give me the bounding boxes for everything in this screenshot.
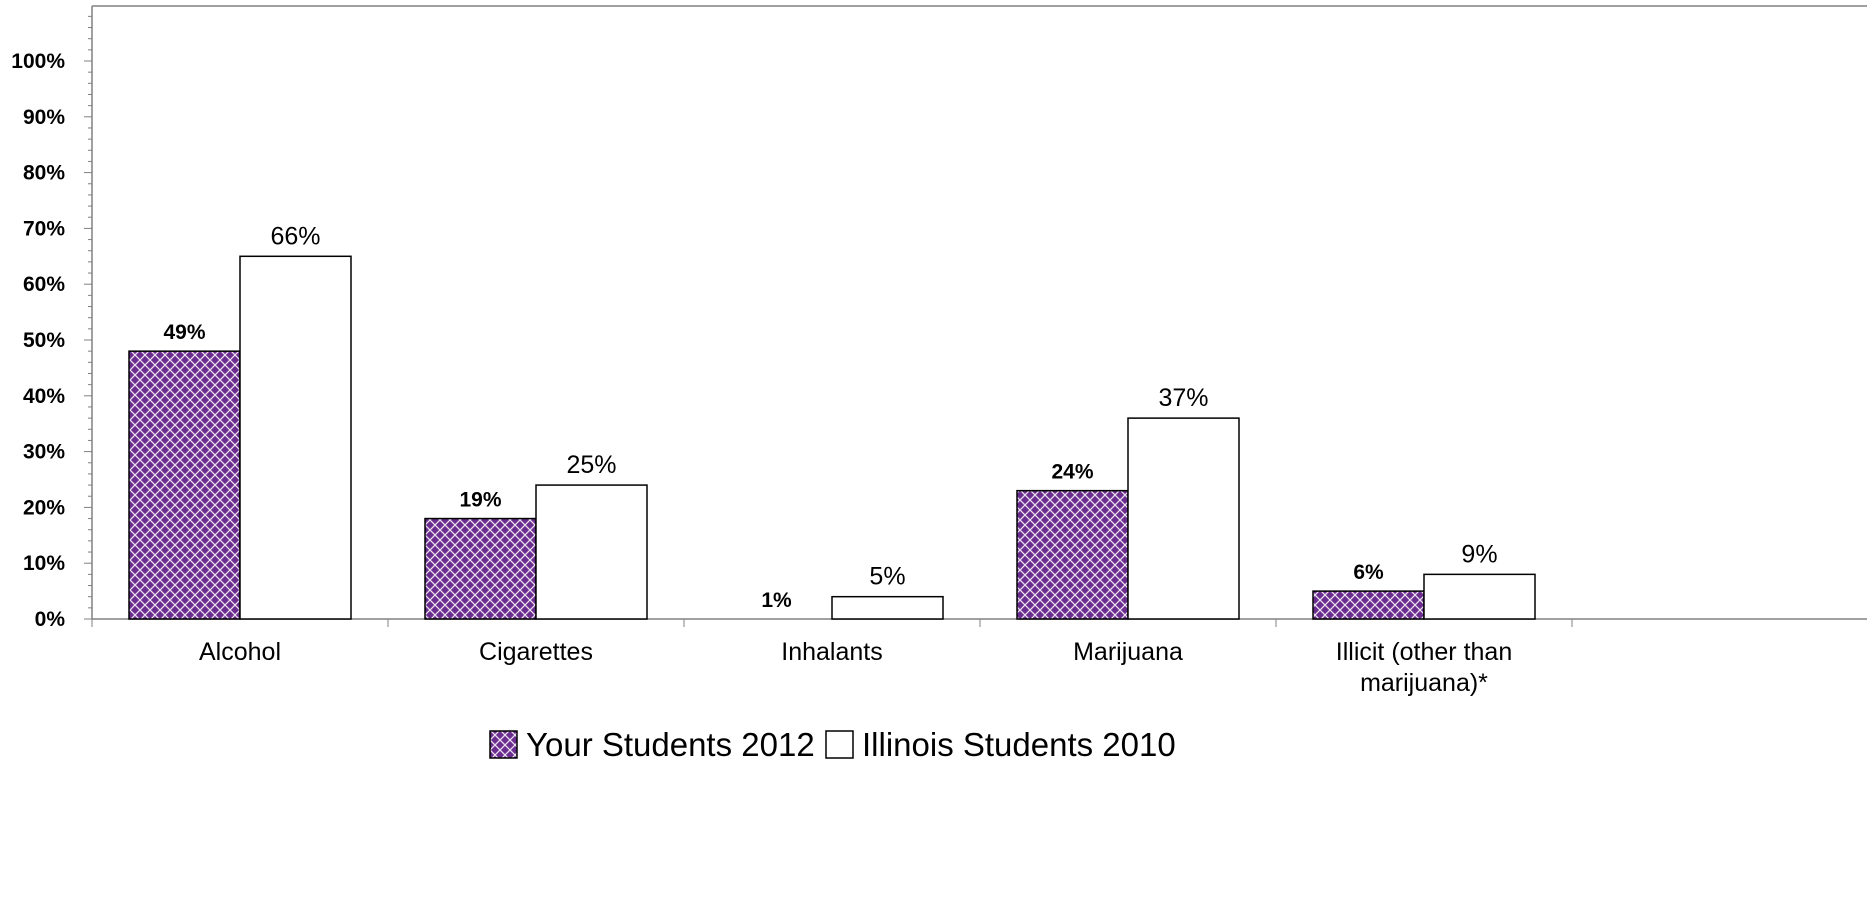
data-label: 66% bbox=[270, 222, 320, 250]
x-tick-label: Marijuana bbox=[1073, 638, 1183, 666]
data-label: 24% bbox=[1051, 461, 1093, 484]
data-label: 6% bbox=[1353, 561, 1384, 584]
data-labels: 49% 19% 1% 24% 6% 66% 25% 5% 37% 9% bbox=[163, 222, 1497, 612]
data-label: 1% bbox=[761, 589, 792, 612]
y-tick-label: 70% bbox=[23, 217, 65, 240]
bar-illinois-students bbox=[831, 595, 944, 620]
x-tick-label: Inhalants bbox=[781, 638, 882, 666]
y-tick-label: 40% bbox=[23, 385, 65, 408]
y-tick-label: 80% bbox=[23, 162, 65, 185]
legend-label: Your Students 2012 bbox=[526, 726, 815, 763]
legend-swatch bbox=[489, 730, 518, 759]
y-tick-label: 50% bbox=[23, 329, 65, 352]
bar-your-students bbox=[1312, 590, 1425, 620]
legend-label: Illinois Students 2010 bbox=[862, 726, 1176, 763]
y-tick-label: 90% bbox=[23, 106, 65, 129]
legend-swatch bbox=[825, 730, 854, 759]
bar-illinois-students bbox=[535, 484, 648, 620]
x-tick-label: Alcohol bbox=[199, 638, 281, 666]
data-label: 19% bbox=[459, 489, 501, 512]
y-tick-label: 60% bbox=[23, 273, 65, 296]
bar-illinois-students bbox=[1127, 417, 1240, 620]
y-tick-label: 10% bbox=[23, 552, 65, 575]
y-tick-label: 20% bbox=[23, 496, 65, 519]
y-tick-label: 0% bbox=[35, 608, 66, 631]
axes: 0% 10% 20% 30% 40% 50% 60% 70% 80% 90% 100% Alcohol… bbox=[11, 5, 1867, 697]
data-label: 5% bbox=[869, 563, 905, 591]
data-label: 37% bbox=[1158, 384, 1208, 412]
data-label: 49% bbox=[163, 321, 205, 344]
data-label: 9% bbox=[1461, 540, 1497, 568]
x-tick-label: marijuana)* bbox=[1360, 669, 1488, 697]
bar-your-students bbox=[1016, 489, 1129, 620]
bars bbox=[128, 255, 1536, 620]
bar-illinois-students bbox=[1423, 573, 1536, 620]
bar-illinois-students bbox=[239, 255, 352, 620]
data-label: 25% bbox=[566, 451, 616, 479]
y-tick-label: 30% bbox=[23, 441, 65, 464]
bar-your-students bbox=[424, 517, 537, 620]
x-tick-label: Illicit (other than bbox=[1336, 638, 1512, 666]
y-tick-label: 100% bbox=[11, 50, 65, 73]
legend: Your Students 2012 Illinois Students 2010 bbox=[489, 726, 1176, 763]
x-tick-label: Cigarettes bbox=[479, 638, 593, 666]
bar-your-students bbox=[128, 350, 241, 620]
